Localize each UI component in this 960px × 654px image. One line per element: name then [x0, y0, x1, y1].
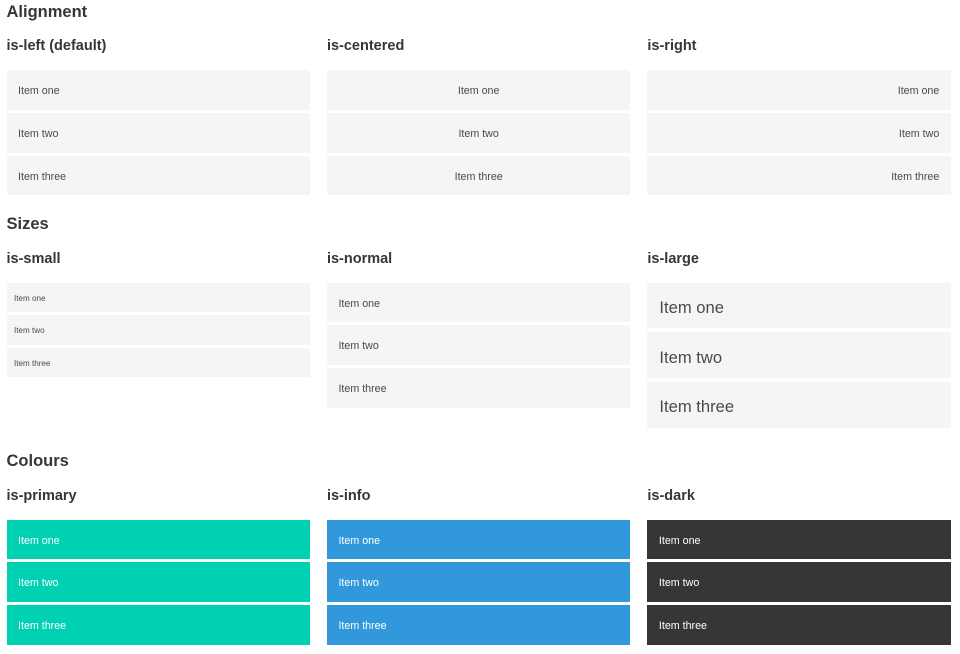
group-title: is-large: [647, 250, 699, 267]
group-is-dark: is-dark Item one Item two Item three: [647, 487, 951, 645]
group-is-left-default: is-left (default) Item one Item two Item th…: [6, 38, 310, 196]
list-item: Item three: [647, 155, 951, 196]
list: Item one Item two Item three: [326, 519, 631, 645]
list-item: Item one: [6, 519, 310, 560]
list-item: Item three: [326, 368, 631, 408]
list-item: Item three: [6, 155, 310, 196]
list-item: Item one: [647, 70, 951, 110]
list-item: Item three: [326, 605, 631, 645]
section-title-alignment: Alignment: [6, 2, 88, 21]
group-title: is-dark: [647, 487, 695, 504]
list: Item one Item two Item three: [6, 519, 310, 645]
list-item: Item two: [326, 113, 631, 153]
list-item: Item one: [326, 282, 631, 323]
list-item: Item three: [647, 381, 951, 428]
list-item: Item two: [326, 325, 631, 365]
list: Item one Item two Item three: [6, 282, 310, 378]
group-title: is-left (default): [6, 38, 107, 55]
list-item: Item two: [326, 562, 631, 602]
section-alignment: Alignment is-left (default) Item one Item …: [6, 2, 951, 196]
list-item: Item two: [6, 315, 310, 345]
list: Item one Item two Item three: [647, 519, 951, 645]
list-item: Item three: [647, 605, 951, 645]
alignment-row: is-left (default) Item one Item two Item th…: [6, 38, 951, 196]
group-is-primary: is-primary Item one Item two Item three: [6, 487, 310, 645]
group-title: is-primary: [6, 487, 77, 504]
list: Item one Item two Item three: [647, 282, 951, 428]
list-item: Item one: [647, 519, 951, 560]
group-title: is-right: [647, 38, 697, 55]
section-title-colours: Colours: [6, 451, 69, 470]
list-item: Item two: [647, 332, 951, 378]
group-title: is-info: [326, 487, 371, 504]
list-item: Item three: [6, 347, 310, 378]
list-item: Item three: [326, 155, 631, 196]
list: Item one Item two Item three: [326, 70, 631, 196]
list: Item one Item two Item three: [326, 282, 631, 408]
list-item: Item one: [326, 70, 631, 110]
section-title-sizes: Sizes: [6, 214, 49, 233]
section-sizes: Sizes is-small Item one Item two Item three…: [6, 214, 951, 428]
group-is-centered: is-centered Item one Item two Item three: [326, 38, 631, 196]
list-item: Item three: [6, 605, 310, 645]
list-item: Item one: [647, 282, 951, 329]
section-colours: Colours is-primary Item one Item two Item t…: [6, 451, 951, 645]
list-item: Item one: [326, 519, 631, 560]
list: Item one Item two Item three: [6, 70, 310, 196]
sizes-row: is-small Item one Item two Item three is-nor…: [6, 250, 951, 428]
group-is-small: is-small Item one Item two Item three: [6, 250, 310, 428]
list-item: Item two: [647, 113, 951, 153]
list: Item one Item two Item three: [647, 70, 951, 196]
list-item: Item one: [6, 70, 310, 110]
list-item: Item two: [6, 113, 310, 153]
list-item: Item one: [6, 282, 310, 313]
group-is-right: is-right Item one Item two Item three: [647, 38, 951, 196]
group-title: is-small: [6, 250, 61, 267]
colours-row: is-primary Item one Item two Item three is-i…: [6, 487, 951, 645]
group-is-normal: is-normal Item one Item two Item three: [326, 250, 631, 428]
group-title: is-normal: [326, 250, 393, 267]
list-item: Item two: [6, 562, 310, 602]
group-is-large: is-large Item one Item two Item three: [647, 250, 951, 428]
group-title: is-centered: [326, 38, 405, 55]
list-item: Item two: [647, 562, 951, 602]
group-is-info: is-info Item one Item two Item three: [326, 487, 631, 645]
